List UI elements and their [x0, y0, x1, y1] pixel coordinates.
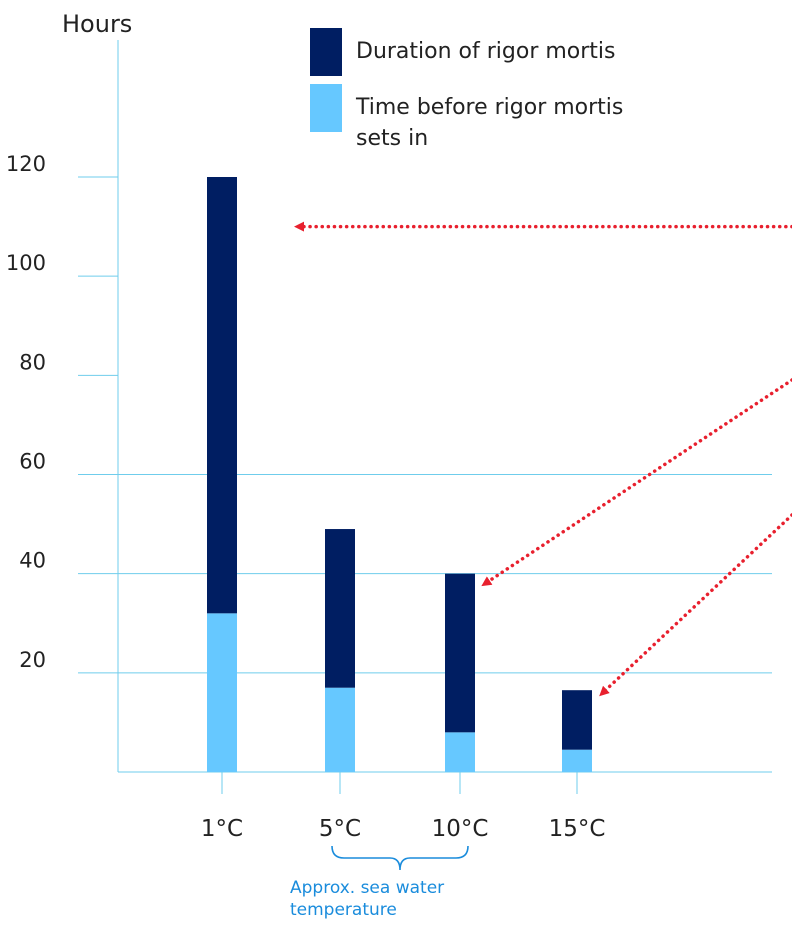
- x-tick-label: 15°C: [549, 816, 606, 842]
- annotation-label: temperature: [290, 900, 397, 920]
- bar-duration: [207, 177, 237, 614]
- bar-before-onset: [325, 687, 355, 772]
- y-axis-title: Hours: [62, 10, 132, 38]
- y-tick-label: 100: [6, 251, 46, 275]
- bar-before-onset: [562, 749, 592, 772]
- x-tick-label: 5°C: [319, 816, 361, 842]
- bar-duration: [445, 573, 475, 733]
- bar-duration: [562, 690, 592, 750]
- legend-swatch: [310, 84, 342, 132]
- bar-duration: [325, 529, 355, 688]
- x-tick-label: 10°C: [432, 816, 489, 842]
- y-tick-label: 20: [19, 648, 46, 672]
- legend-label: Time before rigor mortis: [355, 95, 623, 120]
- y-tick-label: 80: [19, 350, 46, 374]
- pointer-arrow: [599, 513, 792, 697]
- y-tick-label: 40: [19, 549, 46, 573]
- annotation-label: Approx. sea water: [290, 878, 444, 898]
- annotation-brace: [331, 845, 469, 871]
- bar-before-onset: [207, 613, 237, 772]
- pointer-arrow: [481, 378, 792, 587]
- x-tick-label: 1°C: [201, 816, 243, 842]
- y-tick-label: 60: [19, 450, 46, 474]
- y-tick-label: 120: [6, 152, 46, 176]
- bar-before-onset: [445, 732, 475, 772]
- legend-swatch: [310, 28, 342, 76]
- legend-label: sets in: [356, 126, 428, 151]
- legend-label: Duration of rigor mortis: [356, 39, 616, 64]
